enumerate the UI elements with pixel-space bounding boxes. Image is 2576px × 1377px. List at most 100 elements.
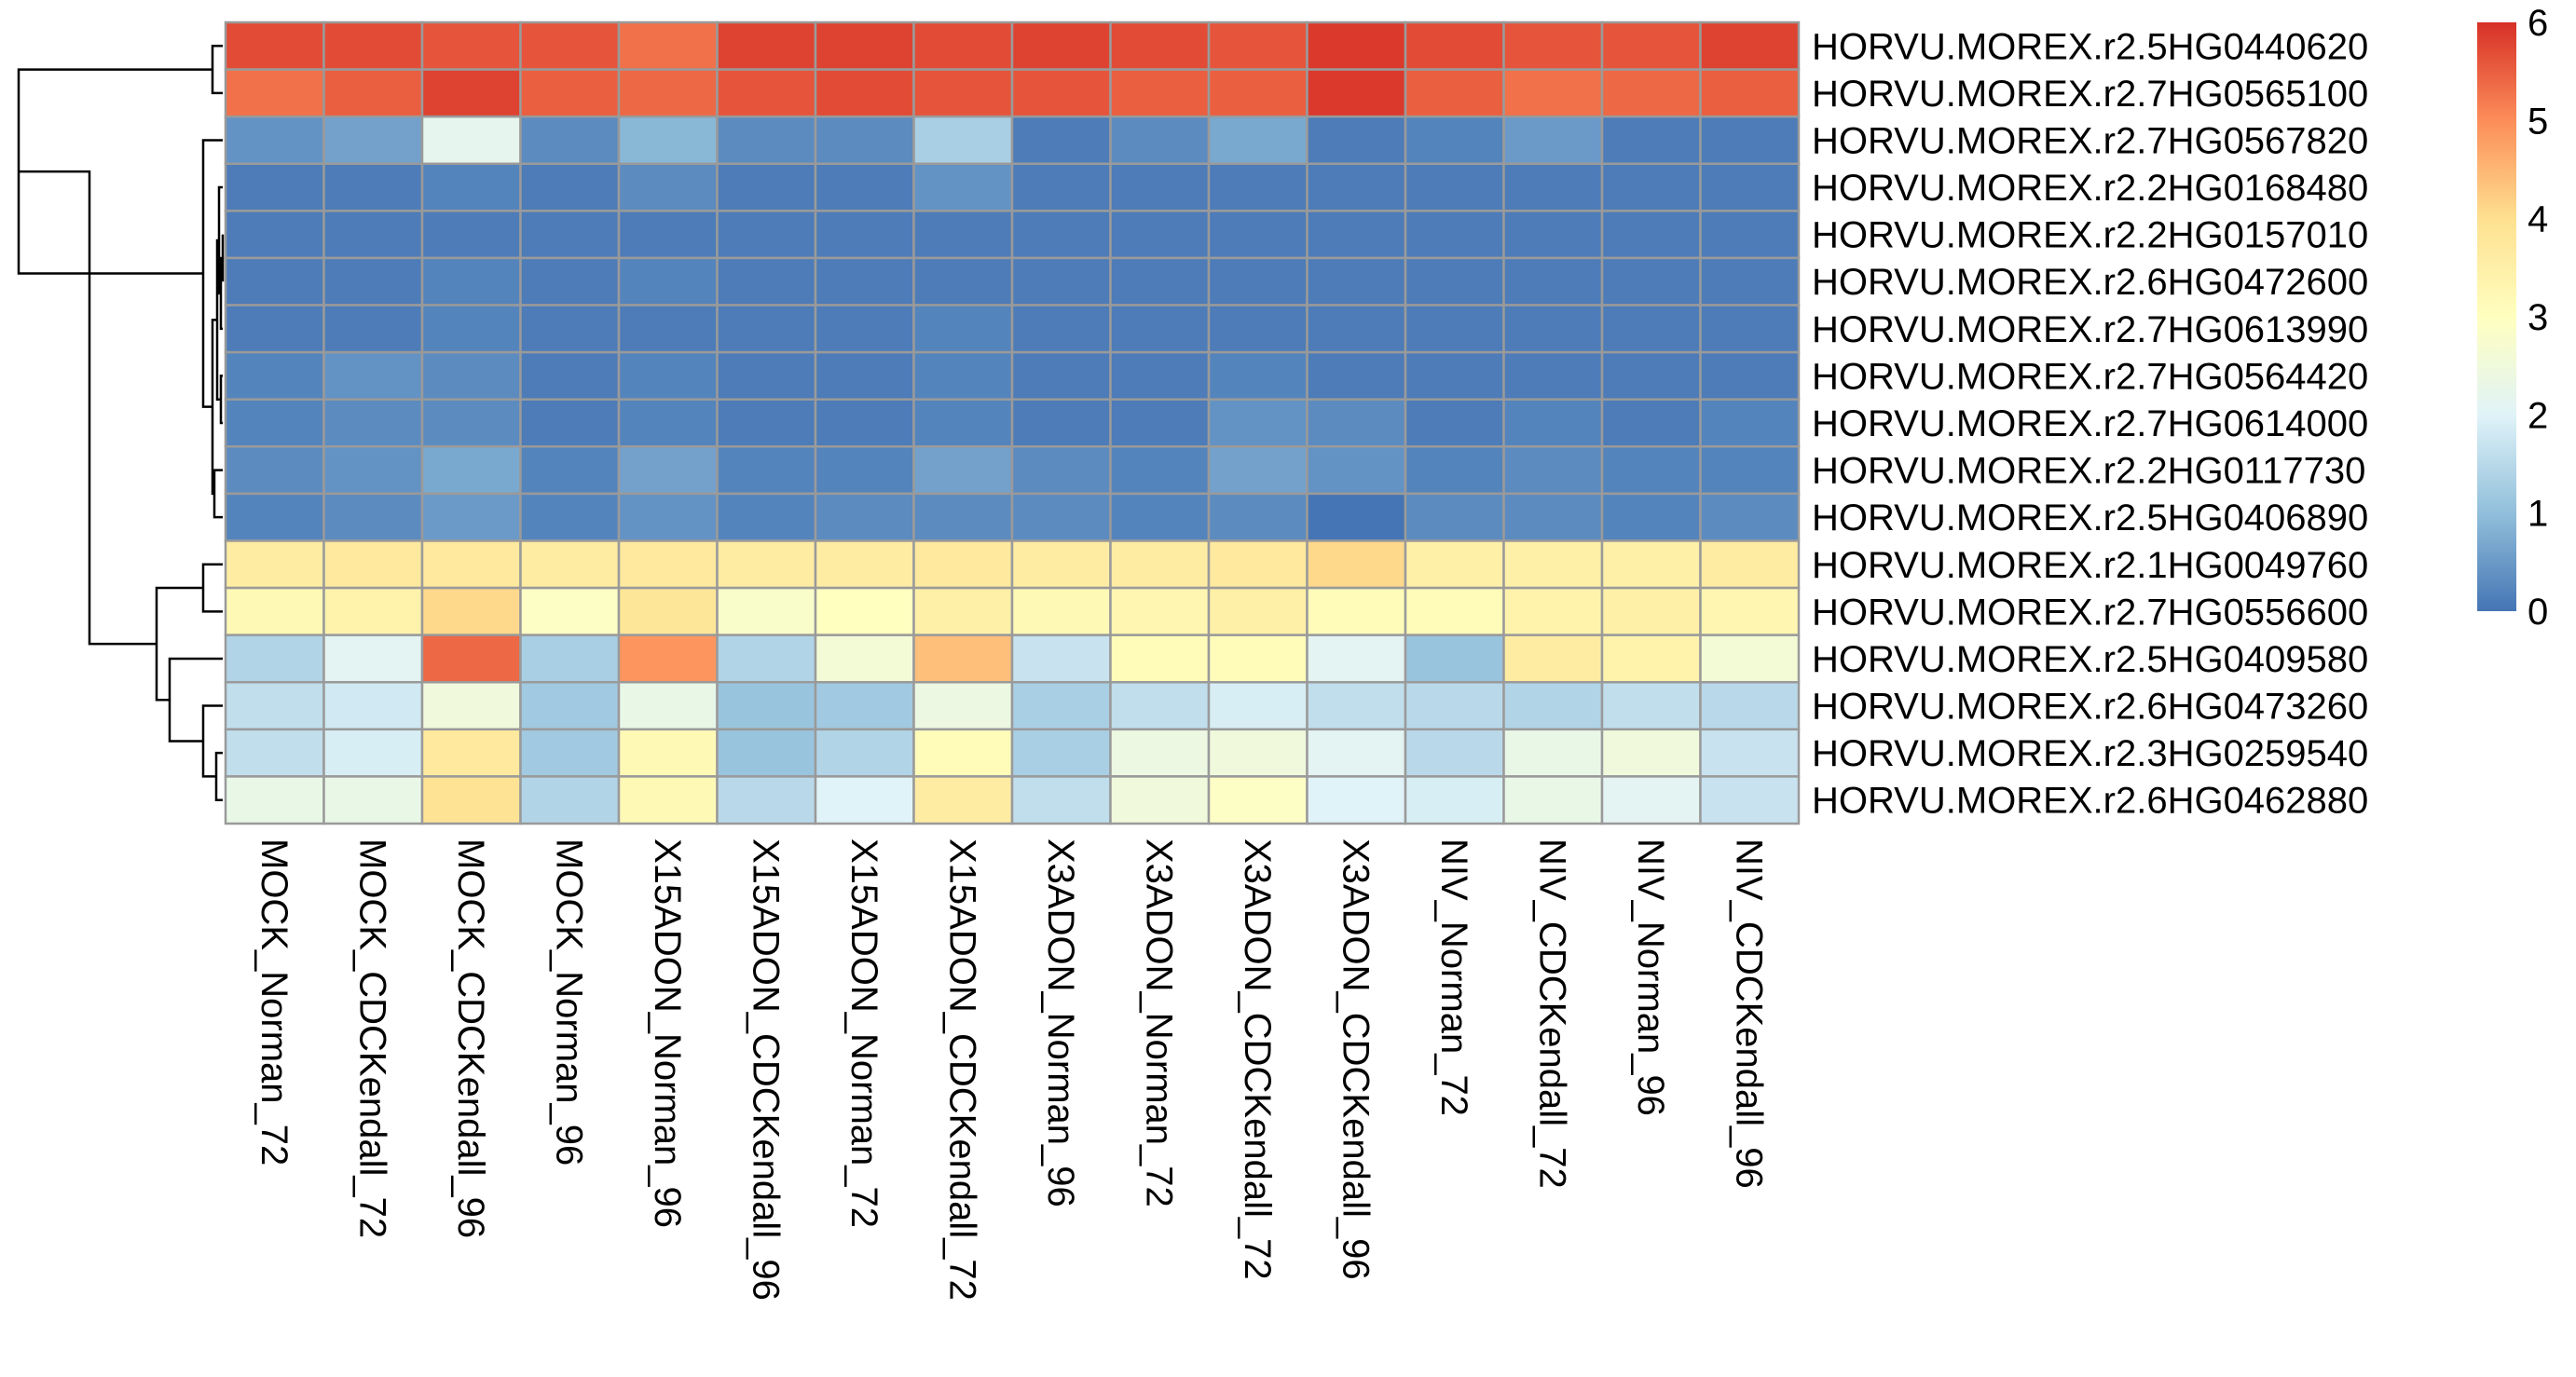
heatmap-cell (1010, 115, 1112, 166)
heatmap-cell (420, 680, 522, 731)
heatmap-cell (420, 115, 522, 166)
heatmap-cell (716, 162, 817, 212)
column-label: X15ADON_CDCKendall_96 (745, 838, 786, 1301)
heatmap-cell (1010, 539, 1112, 590)
heatmap-cell (716, 492, 817, 542)
heatmap-cell (1306, 304, 1407, 354)
heatmap-cell (1502, 539, 1604, 590)
color-legend-tick-label: 5 (2528, 101, 2548, 142)
row-label: HORVU.MOREX.r2.5HG0406890 (1812, 498, 2368, 539)
heatmap-cell (224, 634, 325, 684)
heatmap-cell (617, 398, 719, 448)
heatmap-cell (716, 350, 817, 401)
row-label: HORVU.MOREX.r2.6HG0472600 (1812, 262, 2368, 303)
heatmap-cell (912, 398, 1014, 448)
heatmap-cells (224, 20, 1801, 825)
heatmap-cell (322, 162, 424, 212)
heatmap-cell (1306, 68, 1407, 118)
dendrogram-branch (201, 704, 223, 778)
heatmap-cell (1699, 398, 1801, 448)
heatmap-cell (420, 728, 522, 778)
heatmap-cell (322, 586, 424, 636)
heatmap-cell (519, 210, 621, 260)
dendrogram-branch (212, 469, 223, 519)
heatmap-cell (912, 445, 1014, 496)
heatmap-cell (1600, 539, 1702, 590)
heatmap-cell (912, 634, 1014, 684)
heatmap-cell (1306, 398, 1407, 448)
heatmap-cell (420, 304, 522, 354)
heatmap-cell (814, 162, 915, 212)
row-labels: HORVU.MOREX.r2.5HG0440620 HORVU.MOREX.r2.… (1812, 26, 2368, 821)
heatmap-cell (322, 634, 424, 684)
heatmap-cell (1207, 210, 1309, 260)
heatmap-cell (716, 398, 817, 448)
heatmap-cell (1502, 68, 1604, 118)
heatmap-cell (1600, 162, 1702, 212)
heatmap-cell (322, 115, 424, 166)
heatmap-cell (1699, 162, 1801, 212)
heatmap-cell (1699, 586, 1801, 636)
dendrogram-branch (168, 657, 223, 743)
heatmap-cell (1502, 304, 1604, 354)
heatmap-cell (1207, 539, 1309, 590)
heatmap-cell (1699, 20, 1801, 71)
heatmap-cell (716, 634, 817, 684)
column-label: X15ADON_Norman_96 (647, 838, 688, 1228)
heatmap-cell (814, 492, 915, 542)
heatmap-cell (519, 586, 621, 636)
color-legend-ticks: 0 1 2 3 4 5 6 (2528, 3, 2548, 633)
heatmap-cell (1699, 210, 1801, 260)
heatmap-cell (322, 445, 424, 496)
color-legend-tick-label: 1 (2528, 494, 2548, 535)
heatmap-cell (322, 20, 424, 71)
heatmap-cell (814, 398, 915, 448)
row-label: HORVU.MOREX.r2.1HG0049760 (1812, 545, 2368, 586)
heatmap-cell (224, 304, 325, 354)
column-labels: MOCK_Norman_72 MOCK_CDCKendall_72 MOCK_CDC… (253, 838, 1770, 1301)
heatmap-cell (1404, 728, 1505, 778)
heatmap-cell (519, 775, 621, 825)
column-label: X3ADON_CDCKendall_96 (1335, 838, 1376, 1280)
heatmap-cell (1109, 304, 1211, 354)
heatmap-cell (224, 350, 325, 401)
heatmap-cell (1010, 210, 1112, 260)
heatmap-cell (1600, 68, 1702, 118)
heatmap-cell (1404, 492, 1505, 542)
column-label: X15ADON_Norman_72 (843, 838, 884, 1228)
heatmap-cell (1404, 162, 1505, 212)
heatmap-cell (322, 350, 424, 401)
heatmap-cell (1600, 445, 1702, 496)
heatmap-cell (224, 586, 325, 636)
heatmap-cell (224, 210, 325, 260)
row-label: HORVU.MOREX.r2.7HG0614000 (1812, 403, 2368, 444)
heatmap-cell (224, 539, 325, 590)
column-label: NIV_Norman_72 (1433, 838, 1474, 1116)
heatmap-cell (814, 350, 915, 401)
heatmap-cell (912, 210, 1014, 260)
color-legend-tick-label: 0 (2528, 592, 2548, 633)
heatmap-cell (1404, 210, 1505, 260)
row-label: HORVU.MOREX.r2.6HG0462880 (1812, 781, 2368, 822)
heatmap-cell (716, 115, 817, 166)
row-label: HORVU.MOREX.r2.7HG0567820 (1812, 120, 2368, 161)
heatmap-cell (224, 68, 325, 118)
heatmap-cell (617, 68, 719, 118)
row-label: HORVU.MOREX.r2.5HG0409580 (1812, 639, 2368, 680)
column-label: MOCK_CDCKendall_72 (351, 838, 392, 1238)
heatmap-cell (420, 445, 522, 496)
heatmap-cell (1207, 398, 1309, 448)
heatmap-cell (420, 586, 522, 636)
heatmap-cell (912, 350, 1014, 401)
heatmap-cell (1109, 728, 1211, 778)
heatmap-cell (912, 728, 1014, 778)
heatmap-cell (224, 728, 325, 778)
heatmap-cell (322, 398, 424, 448)
heatmap-cell (519, 162, 621, 212)
heatmap-cell (1600, 398, 1702, 448)
heatmap-cell (1600, 350, 1702, 401)
heatmap-cell (322, 304, 424, 354)
heatmap-cell (420, 210, 522, 260)
heatmap-cell (912, 68, 1014, 118)
heatmap-cell (912, 304, 1014, 354)
